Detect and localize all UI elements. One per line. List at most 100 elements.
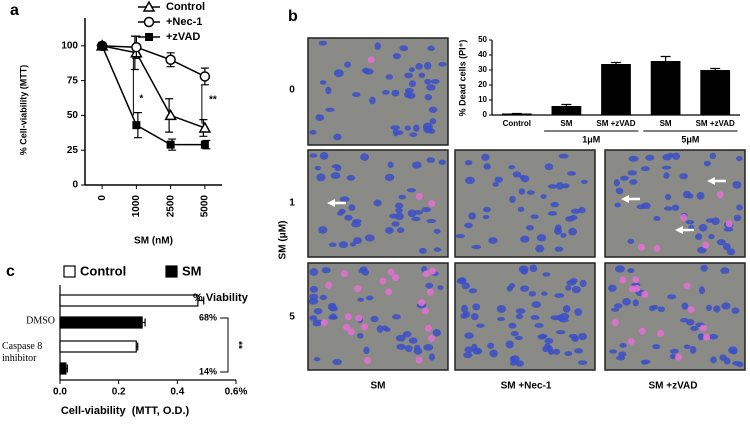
panel-label: c <box>6 263 15 280</box>
cell-nucleus <box>331 164 341 169</box>
dead-cell <box>325 281 333 289</box>
cell-nucleus <box>671 204 680 211</box>
cell-nucleus <box>544 337 554 344</box>
cell-nucleus <box>325 86 332 95</box>
cell-nucleus <box>483 206 491 213</box>
cell-nucleus <box>698 224 708 232</box>
cell-nucleus <box>556 182 564 190</box>
dead-cell <box>428 200 436 208</box>
cell-nucleus <box>487 342 495 349</box>
cell-nucleus <box>387 161 394 168</box>
cell-nucleus <box>395 334 406 342</box>
x-tick-label: 5000 <box>200 195 211 218</box>
cell-nucleus <box>567 171 577 176</box>
dead-cell <box>426 288 434 296</box>
dead-cell <box>641 291 649 299</box>
cell-nucleus <box>391 314 401 320</box>
cell-nucleus <box>525 225 535 231</box>
y-axis-label: % Dead cells (PI⁺) <box>457 40 467 117</box>
x-tick-label: SM +zVAD <box>696 119 735 128</box>
cell-nucleus <box>438 62 447 67</box>
cell-nucleus <box>461 304 468 313</box>
legend-label: Control <box>166 1 205 13</box>
cell-nucleus <box>572 335 579 342</box>
annotation: ** <box>209 95 217 106</box>
arrow-head <box>327 199 335 207</box>
cell-nucleus <box>613 179 620 187</box>
cell-nucleus <box>464 222 473 229</box>
dead-cell <box>385 288 393 296</box>
cell-nucleus <box>319 80 327 85</box>
cell-nucleus <box>338 241 349 249</box>
dead-cell <box>392 274 400 282</box>
cell-nucleus <box>381 325 389 331</box>
cell-nucleus <box>391 221 400 227</box>
cell-nucleus <box>408 80 416 88</box>
dead-cell <box>653 244 661 252</box>
cell-nucleus <box>313 308 323 315</box>
x-tick-label: 0.6% <box>225 387 248 398</box>
cell-nucleus <box>391 89 400 97</box>
cell-nucleus <box>309 129 317 135</box>
cell-nucleus <box>316 173 326 182</box>
cell-nucleus <box>395 202 404 209</box>
cell-nucleus <box>732 180 742 189</box>
cell-nucleus <box>396 343 406 350</box>
cell-nucleus <box>685 220 695 225</box>
dead-cell <box>344 313 352 321</box>
series-line <box>102 45 206 78</box>
cell-nucleus <box>332 358 342 366</box>
column-label: SM +zVAD <box>649 381 698 392</box>
cell-nucleus <box>312 321 322 327</box>
cell-nucleus <box>574 348 584 354</box>
error-bar <box>197 296 205 305</box>
cell-nucleus <box>423 343 434 351</box>
cell-nucleus <box>309 315 318 321</box>
legend-label: +zVAD <box>166 31 200 43</box>
marker <box>143 16 155 28</box>
cell-nucleus <box>318 40 328 46</box>
cell-nucleus <box>470 313 479 321</box>
cell-nucleus <box>392 53 401 60</box>
cell-nucleus <box>344 61 352 68</box>
cell-nucleus <box>547 211 558 216</box>
cell-nucleus <box>313 357 321 362</box>
arrow-head <box>621 195 629 203</box>
cell-nucleus <box>374 42 381 51</box>
y-tick-label: 50 <box>67 110 79 121</box>
cell-nucleus <box>622 297 631 306</box>
error-bar <box>561 103 572 106</box>
y-tick-label: 100 <box>61 40 78 51</box>
cell-nucleus <box>395 207 403 214</box>
cell-nucleus <box>669 353 677 360</box>
cell-nucleus <box>628 155 639 162</box>
cell-nucleus <box>641 360 649 365</box>
dead-cell <box>675 353 683 361</box>
cell-nucleus <box>566 279 577 286</box>
cell-nucleus <box>565 285 572 291</box>
cell-nucleus <box>406 188 416 193</box>
column-label: SM +Nec-1 <box>501 381 552 392</box>
cell-nucleus <box>663 206 673 211</box>
annotation: 68% <box>199 312 217 322</box>
y-tick-label: 10 <box>478 95 487 104</box>
cell-nucleus <box>554 227 562 235</box>
dead-cell <box>703 333 711 341</box>
cell-nucleus <box>515 313 524 320</box>
dead-cell <box>687 306 695 314</box>
dead-cell <box>619 276 627 284</box>
y-tick-label: 0 <box>483 110 488 119</box>
cell-nucleus <box>505 340 514 349</box>
cell-nucleus <box>338 208 346 214</box>
cell-nucleus <box>404 72 413 79</box>
cell-nucleus <box>632 299 639 307</box>
cell-nucleus <box>667 294 677 300</box>
cell-nucleus <box>536 234 547 242</box>
cell-nucleus <box>698 286 705 295</box>
cell-nucleus <box>369 96 376 105</box>
cell-nucleus <box>407 209 417 218</box>
cell-nucleus <box>683 344 691 350</box>
cell-nucleus <box>529 264 538 273</box>
cell-nucleus <box>679 173 688 180</box>
cell-nucleus <box>424 78 432 85</box>
